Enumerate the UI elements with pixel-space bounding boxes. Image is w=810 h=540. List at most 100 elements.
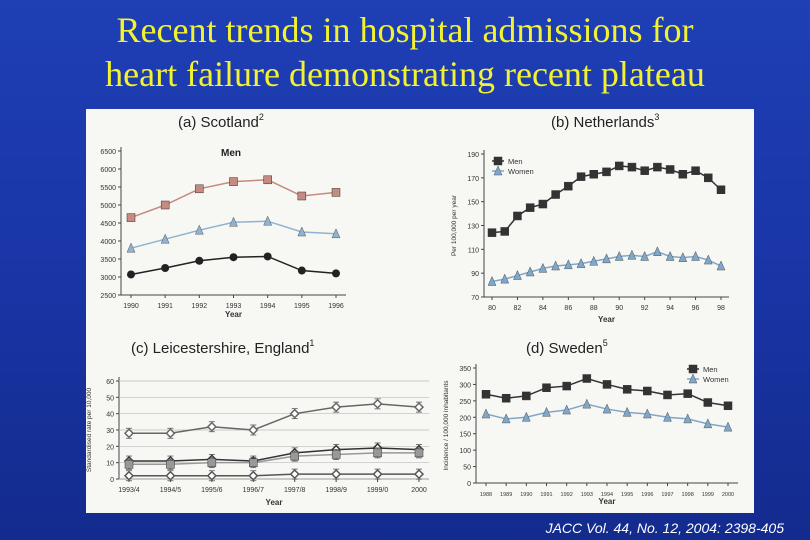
- data-point: [576, 172, 586, 181]
- y-tick-label: 150: [467, 200, 479, 207]
- legend-marker: [493, 165, 503, 176]
- data-point: [602, 167, 611, 177]
- data-point: [525, 203, 535, 212]
- y-tick-label: 100: [459, 448, 471, 455]
- data-point: [165, 428, 176, 439]
- x-tick-label: 1993: [226, 303, 242, 310]
- data-point: [165, 470, 176, 481]
- chart-title-superscript: 1: [309, 338, 314, 348]
- data-point: [207, 458, 217, 467]
- y-tick-label: 30: [106, 428, 114, 435]
- chart-title: (a) Scotland2: [178, 112, 264, 131]
- y-tick-label: 350: [459, 366, 471, 373]
- x-tick-label: 1994: [601, 492, 613, 498]
- y-tick-label: 50: [106, 395, 114, 402]
- citation: JACC Vol. 44, No. 12, 2004: 2398-405: [545, 520, 784, 536]
- data-point: [487, 228, 497, 237]
- data-point: [513, 269, 522, 280]
- x-axis-label: Year: [225, 310, 242, 319]
- legend-marker: [688, 373, 698, 384]
- data-point: [297, 226, 307, 237]
- x-tick-label: 1990: [123, 303, 139, 310]
- chart-title: (c) Leicestershire, England1: [131, 338, 314, 357]
- data-point: [331, 469, 342, 480]
- data-point: [582, 374, 592, 383]
- x-axis-label: Year: [266, 498, 283, 507]
- x-tick-label: 1991: [157, 303, 173, 310]
- chart-c: (c) Leicestershire, England1 0 10 20 30 40 50 6…: [86, 338, 429, 507]
- data-point: [331, 402, 342, 413]
- y-axis-label: Per 100,000 per year: [451, 194, 458, 256]
- data-point: [602, 403, 612, 414]
- data-point: [263, 175, 272, 185]
- title-line-2: heart failure demonstrating recent plate…: [105, 54, 705, 94]
- data-point: [413, 469, 425, 480]
- data-point: [542, 406, 551, 417]
- x-tick-label: 96: [692, 305, 700, 312]
- y-tick-label: 6500: [100, 149, 116, 156]
- legend-marker: [688, 364, 698, 374]
- data-point: [640, 166, 649, 175]
- x-tick-label: 1992: [561, 492, 573, 498]
- x-tick-label: 1988: [480, 492, 492, 498]
- y-axis-label: Incidence / 100,000 inhabitants: [443, 380, 450, 471]
- data-point: [123, 428, 135, 439]
- data-point: [290, 451, 299, 461]
- x-tick-label: 1995/6: [201, 487, 223, 494]
- data-point: [716, 185, 726, 194]
- x-tick-label: 1997: [661, 492, 673, 498]
- data-point: [229, 216, 238, 227]
- x-tick-label: 2000: [722, 492, 734, 498]
- x-tick-label: 1992: [192, 303, 208, 310]
- data-point: [538, 199, 548, 209]
- series-line: [129, 452, 419, 466]
- data-point: [521, 411, 531, 422]
- data-point: [562, 404, 572, 415]
- data-point: [627, 162, 637, 172]
- data-point: [513, 211, 522, 221]
- chart-title-superscript: 2: [259, 112, 264, 122]
- chart-a: (a) Scotland2 Men 2500 3000 3500 4000 4500 5000…: [100, 112, 346, 319]
- data-point: [703, 418, 713, 429]
- data-point: [640, 250, 650, 261]
- x-tick-label: 1993: [581, 492, 593, 498]
- data-point: [194, 224, 204, 235]
- data-point: [289, 408, 300, 419]
- x-tick-label: 82: [514, 305, 522, 312]
- data-point: [551, 190, 560, 199]
- data-point: [678, 170, 688, 179]
- data-point: [500, 273, 510, 284]
- y-tick-label: 130: [467, 224, 479, 231]
- data-point: [551, 260, 560, 271]
- y-tick-label: 50: [463, 465, 471, 472]
- data-point: [501, 413, 511, 424]
- data-point: [297, 266, 306, 275]
- data-point: [373, 448, 382, 458]
- data-point: [160, 233, 170, 244]
- data-point: [123, 470, 135, 481]
- legend-marker: [493, 156, 503, 166]
- y-tick-label: 3000: [100, 275, 116, 282]
- data-point: [564, 181, 573, 191]
- y-tick-label: 70: [471, 295, 479, 302]
- y-tick-label: 150: [459, 432, 471, 439]
- y-tick-label: 4000: [100, 239, 116, 246]
- legend-label: Women: [508, 167, 534, 176]
- y-tick-label: 60: [106, 379, 114, 386]
- x-tick-label: 1997/8: [284, 487, 306, 494]
- data-point: [126, 242, 136, 253]
- x-tick-label: 1994/5: [160, 487, 182, 494]
- data-point: [653, 162, 662, 172]
- data-point: [602, 380, 612, 389]
- data-point: [413, 402, 425, 413]
- data-point: [487, 275, 497, 286]
- legend-label: Men: [508, 157, 523, 166]
- x-tick-label: 1999/0: [367, 487, 389, 494]
- data-point: [248, 470, 259, 481]
- x-tick-label: 94: [666, 305, 674, 312]
- data-point: [723, 421, 733, 432]
- data-point: [716, 260, 726, 271]
- x-tick-label: 88: [590, 305, 598, 312]
- data-point: [166, 460, 175, 469]
- data-point: [563, 259, 573, 270]
